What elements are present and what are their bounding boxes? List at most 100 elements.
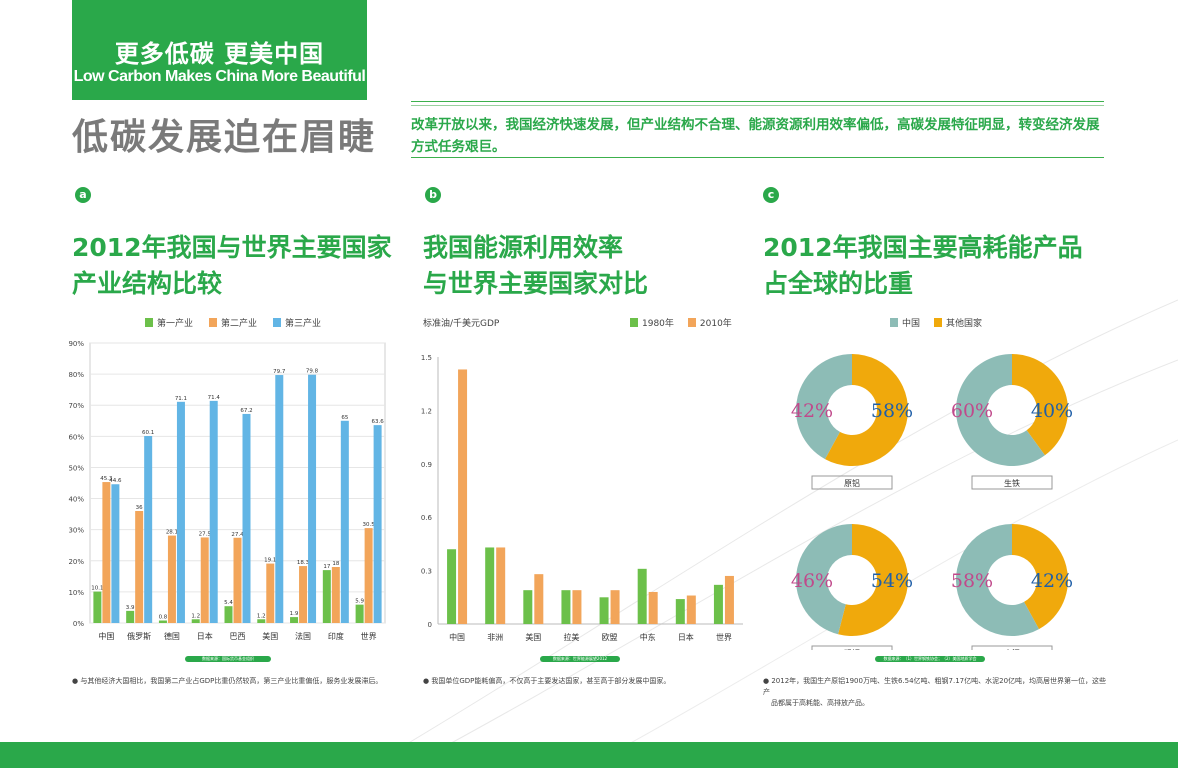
donut-name-box: [971, 475, 1053, 490]
y-tick-label: 0.6: [421, 514, 433, 522]
page-subheading: 低碳发展迫在眉睫: [72, 117, 377, 158]
bar-2010年: [458, 369, 468, 624]
bar-第一产业: [355, 604, 364, 623]
section-c-title-line2: 占全球的比重: [763, 269, 914, 298]
section-b-title-line1: 我国能源利用效率: [423, 233, 624, 262]
bar-第三产业: [242, 413, 251, 623]
bar-1980年: [485, 547, 495, 624]
chart-c-note-line2: 品都属于高耗能、高排放产品。: [771, 699, 869, 707]
bar-value-label: 1.2: [257, 613, 266, 619]
x-tick-label: 美国: [262, 631, 278, 641]
y-tick-label: 40%: [68, 496, 84, 504]
legend-label-2010: 2010年: [699, 319, 732, 329]
bar-value-label: 44.6: [109, 478, 122, 484]
chart-a-source: 数据来源：国际货币基金组织: [185, 656, 271, 662]
x-tick-label: 日本: [678, 632, 694, 642]
donut-slice-other: [1012, 524, 1069, 630]
y-tick-label: 60%: [68, 433, 84, 441]
bar-第二产业: [102, 482, 111, 623]
y-tick-label: 0.9: [421, 461, 432, 469]
donut-name-box: [811, 645, 893, 650]
intro-divider-top: [411, 101, 1104, 102]
y-tick-label: 0: [428, 621, 432, 629]
bar-第三产业: [209, 400, 218, 623]
bar-2010年: [496, 547, 506, 624]
bar-value-label: 71.1: [175, 396, 187, 402]
bar-value-label: 18: [332, 561, 339, 567]
x-tick-label: 日本: [197, 631, 213, 641]
bar-第三产业: [144, 436, 153, 623]
legend-swatch-primary: [145, 318, 153, 327]
chart-a-legend: 第一产业 第二产业 第三产业: [145, 316, 321, 329]
bar-2010年: [686, 595, 696, 624]
donut-label-china: 58%: [951, 570, 993, 592]
bar-value-label: 60.1: [142, 430, 154, 436]
bar-第三产业: [176, 401, 185, 623]
bar-第一产业: [126, 610, 135, 623]
x-tick-label: 俄罗斯: [127, 631, 151, 641]
chart-c-legend: 中国 其他国家: [890, 316, 982, 329]
bar-value-label: 19.1: [264, 558, 276, 564]
bar-value-label: 1.9: [290, 611, 299, 617]
section-c-title-line1: 2012年我国主要高耗能产品: [763, 233, 1083, 262]
bar-第三产业: [111, 484, 120, 623]
legend-label-secondary: 第二产业: [221, 319, 258, 329]
donut-slice-china: [956, 524, 1039, 636]
bar-value-label: 17: [323, 564, 330, 570]
chart-c-note-line1: ● 2012年，我国生产原铝1900万吨、生铁6.54亿吨、粗钢7.17亿吨、水…: [763, 677, 1107, 696]
legend-swatch-other: [934, 318, 943, 327]
donut-label-china: 42%: [791, 400, 833, 422]
bar-value-label: 18.3: [297, 560, 310, 566]
x-tick-label: 德国: [164, 631, 180, 641]
x-tick-label: 巴西: [230, 632, 246, 641]
donut-label-other: 42%: [1031, 570, 1073, 592]
x-tick-label: 世界: [361, 631, 377, 641]
x-tick-label: 中国: [98, 631, 114, 641]
bar-2010年: [534, 574, 544, 624]
bar-第二产业: [200, 537, 209, 623]
bar-第三产业: [275, 375, 284, 623]
bar-2010年: [610, 590, 620, 624]
bar-第一产业: [224, 606, 233, 623]
bar-第一产业: [93, 591, 102, 623]
bar-2010年: [648, 591, 658, 624]
y-tick-label: 10%: [68, 589, 84, 597]
donut-label-china: 46%: [791, 570, 833, 592]
bar-value-label: 45.3: [100, 476, 113, 482]
bar-value-label: 10.1: [91, 586, 103, 592]
y-tick-label: 1.2: [421, 407, 432, 415]
chart-c-source: 数据来源：（1）世界钢铁协会；（2）美国地质学会: [875, 656, 985, 662]
title-chinese: 更多低碳 更美中国: [114, 40, 325, 68]
legend-label-1980: 1980年: [642, 319, 674, 329]
y-tick-label: 90%: [68, 340, 84, 348]
chart-a-industry-structure: 0% 10% 20% 30% 40% 50% 60% 70% 80% 90% 10.1 45.344.…: [68, 340, 386, 641]
bar-1980年: [599, 597, 609, 624]
intro-text: 改革开放以来，我国经济快速发展，但产业结构不合理、能源资源利用效率偏低，高碳发展…: [411, 117, 1100, 155]
bar-1980年: [637, 568, 647, 624]
bar-第二产业: [233, 537, 242, 623]
donut-label-other: 54%: [871, 570, 913, 592]
bar-第二产业: [299, 566, 308, 623]
donut-label-other: 40%: [1031, 400, 1073, 422]
donut-label-other: 58%: [871, 400, 913, 422]
bar-1980年: [713, 584, 723, 624]
y-tick-label: 0.3: [421, 568, 432, 576]
bar-第二产业: [331, 567, 340, 623]
x-tick-label: 中国: [449, 632, 465, 642]
legend-swatch-tertiary: [273, 318, 282, 327]
section-a-title-line1: 2012年我国与世界主要国家: [72, 233, 392, 262]
x-tick-label: 世界: [716, 632, 732, 642]
bar-第一产业: [158, 620, 167, 623]
bar-value-label: 27.4: [231, 532, 244, 538]
bar-value-label: 65: [341, 415, 348, 421]
x-tick-label: 拉美: [563, 632, 579, 642]
chart-b-energy-efficiency: 0 0.3 0.6 0.9 1.2 1.5 中国 非洲 美国 拉美 欧盟 中东 日本 世界: [421, 354, 743, 642]
header-banner: 更多低碳 更美中国 Low Carbon Makes China More Be…: [72, 0, 367, 100]
donut-slice-other: [825, 354, 908, 466]
legend-label-primary: 第一产业: [157, 319, 194, 329]
legend-label-other: 其他国家: [946, 319, 983, 329]
bar-第三产业: [308, 374, 317, 623]
x-tick-label: 欧盟: [602, 632, 618, 642]
x-tick-label: 中东: [640, 632, 656, 642]
donut-name-box: [971, 645, 1053, 650]
